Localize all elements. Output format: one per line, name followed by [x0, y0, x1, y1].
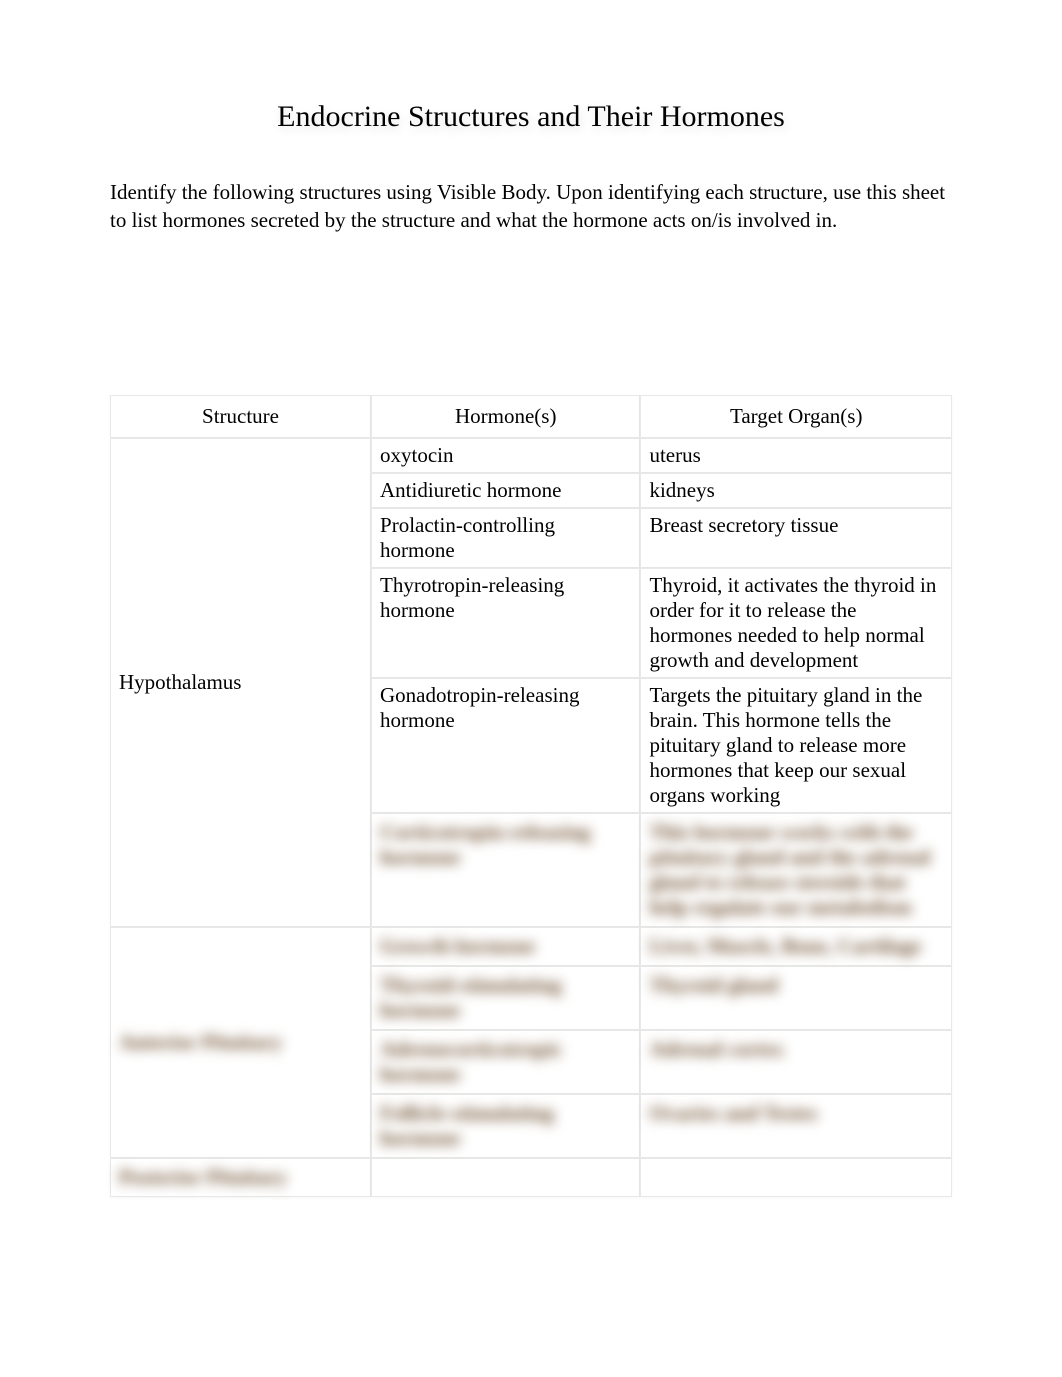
- blurred-text: Thyroid gland: [649, 973, 778, 997]
- table-row: Anterior Pituitary Growth hormone Liver,…: [110, 927, 952, 966]
- hormone-cell: Adrenocorticotropic hormone: [371, 1030, 640, 1094]
- target-cell: Thyroid gland: [640, 966, 952, 1030]
- blurred-text: Liver, Muscle, Bone, Cartilage: [649, 934, 921, 958]
- hormone-cell: Thyrotropin-releasing hormone: [371, 568, 640, 678]
- header-target: Target Organ(s): [640, 395, 952, 438]
- hormone-cell: Corticotropin-releasing hormone: [371, 813, 640, 927]
- header-structure: Structure: [110, 395, 371, 438]
- hormone-cell: [371, 1158, 640, 1197]
- target-cell: Thyroid, it activates the thyroid in ord…: [640, 568, 952, 678]
- intro-paragraph: Identify the following structures using …: [110, 178, 952, 235]
- target-cell: Liver, Muscle, Bone, Cartilage: [640, 927, 952, 966]
- target-cell: uterus: [640, 438, 952, 473]
- hormone-cell: Gonadotropin-releasing hormone: [371, 678, 640, 813]
- blurred-text: Corticotropin-releasing hormone: [380, 820, 590, 869]
- hormone-cell: Prolactin-controlling hormone: [371, 508, 640, 568]
- blurred-text: Anterior Pituitary: [119, 1030, 283, 1054]
- blurred-text: Ovaries and Testes: [649, 1101, 817, 1125]
- table-header-row: Structure Hormone(s) Target Organ(s): [110, 395, 952, 438]
- hormone-cell: Follicle-stimulating hormone: [371, 1094, 640, 1158]
- structure-cell-anterior-pituitary: Anterior Pituitary: [110, 927, 371, 1158]
- header-hormone: Hormone(s): [371, 395, 640, 438]
- structure-cell-posterior-pituitary: Posterior Pituitary: [110, 1158, 371, 1197]
- blurred-text: This hormone works with the pituitary gl…: [649, 820, 930, 919]
- target-cell: This hormone works with the pituitary gl…: [640, 813, 952, 927]
- page-title: Endocrine Structures and Their Hormones: [110, 100, 952, 134]
- hormone-table: Structure Hormone(s) Target Organ(s) Hyp…: [110, 395, 952, 1197]
- target-cell: Targets the pituitary gland in the brain…: [640, 678, 952, 813]
- blurred-text: Posterior Pituitary: [119, 1165, 287, 1189]
- blurred-text: Growth hormone: [380, 934, 535, 958]
- table-row: Hypothalamus oxytocin uterus: [110, 438, 952, 473]
- hormone-cell: Growth hormone: [371, 927, 640, 966]
- target-cell: Breast secretory tissue: [640, 508, 952, 568]
- blurred-text: Follicle-stimulating hormone: [380, 1101, 554, 1150]
- hormone-cell: Antidiuretic hormone: [371, 473, 640, 508]
- target-cell: [640, 1158, 952, 1197]
- blurred-text: Adrenocorticotropic hormone: [380, 1037, 562, 1086]
- blurred-text: Thyroid-stimulating hormone: [380, 973, 562, 1022]
- structure-cell-hypothalamus: Hypothalamus: [110, 438, 371, 927]
- blurred-text: Adrenal cortex: [649, 1037, 783, 1061]
- hormone-cell: Thyroid-stimulating hormone: [371, 966, 640, 1030]
- hormone-cell: oxytocin: [371, 438, 640, 473]
- table-row: Posterior Pituitary: [110, 1158, 952, 1197]
- target-cell: kidneys: [640, 473, 952, 508]
- target-cell: Ovaries and Testes: [640, 1094, 952, 1158]
- target-cell: Adrenal cortex: [640, 1030, 952, 1094]
